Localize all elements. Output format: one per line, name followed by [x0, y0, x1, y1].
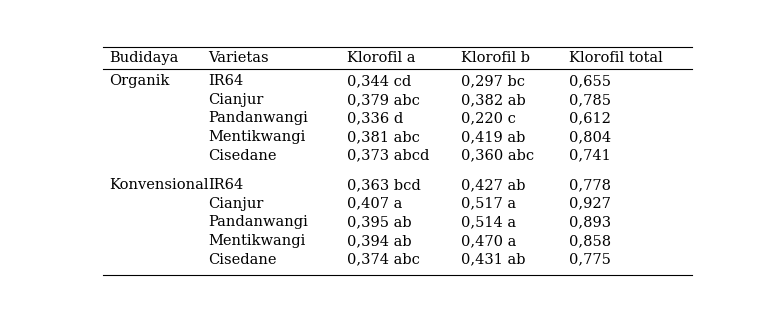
Text: 0,374 abc: 0,374 abc	[347, 253, 420, 267]
Text: 0,431 ab: 0,431 ab	[461, 253, 525, 267]
Text: 0,379 abc: 0,379 abc	[347, 93, 420, 107]
Text: Varietas: Varietas	[208, 51, 269, 65]
Text: 0,360 abc: 0,360 abc	[461, 149, 534, 163]
Text: Klorofil a: Klorofil a	[347, 51, 415, 65]
Text: 0,775: 0,775	[569, 253, 611, 267]
Text: Klorofil b: Klorofil b	[461, 51, 530, 65]
Text: 0,778: 0,778	[569, 178, 611, 192]
Text: 0,220 c: 0,220 c	[461, 111, 516, 125]
Text: Pandanwangi: Pandanwangi	[208, 111, 308, 125]
Text: Klorofil total: Klorofil total	[569, 51, 663, 65]
Text: Cianjur: Cianjur	[208, 197, 264, 211]
Text: 0,785: 0,785	[569, 93, 611, 107]
Text: Mentikwangi: Mentikwangi	[208, 130, 306, 144]
Text: Cianjur: Cianjur	[208, 93, 264, 107]
Text: Pandanwangi: Pandanwangi	[208, 215, 308, 230]
Text: 0,382 ab: 0,382 ab	[461, 93, 525, 107]
Text: 0,336 d: 0,336 d	[347, 111, 403, 125]
Text: 0,741: 0,741	[569, 149, 611, 163]
Text: 0,858: 0,858	[569, 234, 611, 248]
Text: IR64: IR64	[208, 74, 244, 88]
Text: 0,407 a: 0,407 a	[347, 197, 402, 211]
Text: 0,927: 0,927	[569, 197, 611, 211]
Text: 0,612: 0,612	[569, 111, 611, 125]
Text: 0,395 ab: 0,395 ab	[347, 215, 411, 230]
Text: IR64: IR64	[208, 178, 244, 192]
Text: 0,419 ab: 0,419 ab	[461, 130, 525, 144]
Text: 0,373 abcd: 0,373 abcd	[347, 149, 429, 163]
Text: Budidaya: Budidaya	[109, 51, 178, 65]
Text: 0,893: 0,893	[569, 215, 611, 230]
Text: Mentikwangi: Mentikwangi	[208, 234, 306, 248]
Text: 0,344 cd: 0,344 cd	[347, 74, 411, 88]
Text: 0,394 ab: 0,394 ab	[347, 234, 411, 248]
Text: 0,363 bcd: 0,363 bcd	[347, 178, 421, 192]
Text: 0,514 a: 0,514 a	[461, 215, 516, 230]
Text: Cisedane: Cisedane	[208, 149, 277, 163]
Text: 0,517 a: 0,517 a	[461, 197, 516, 211]
Text: 0,470 a: 0,470 a	[461, 234, 516, 248]
Text: 0,655: 0,655	[569, 74, 611, 88]
Text: 0,427 ab: 0,427 ab	[461, 178, 525, 192]
Text: 0,297 bc: 0,297 bc	[461, 74, 525, 88]
Text: 0,381 abc: 0,381 abc	[347, 130, 420, 144]
Text: 0,804: 0,804	[569, 130, 611, 144]
Text: Konvensional: Konvensional	[109, 178, 209, 192]
Text: Cisedane: Cisedane	[208, 253, 277, 267]
Text: Organik: Organik	[109, 74, 169, 88]
